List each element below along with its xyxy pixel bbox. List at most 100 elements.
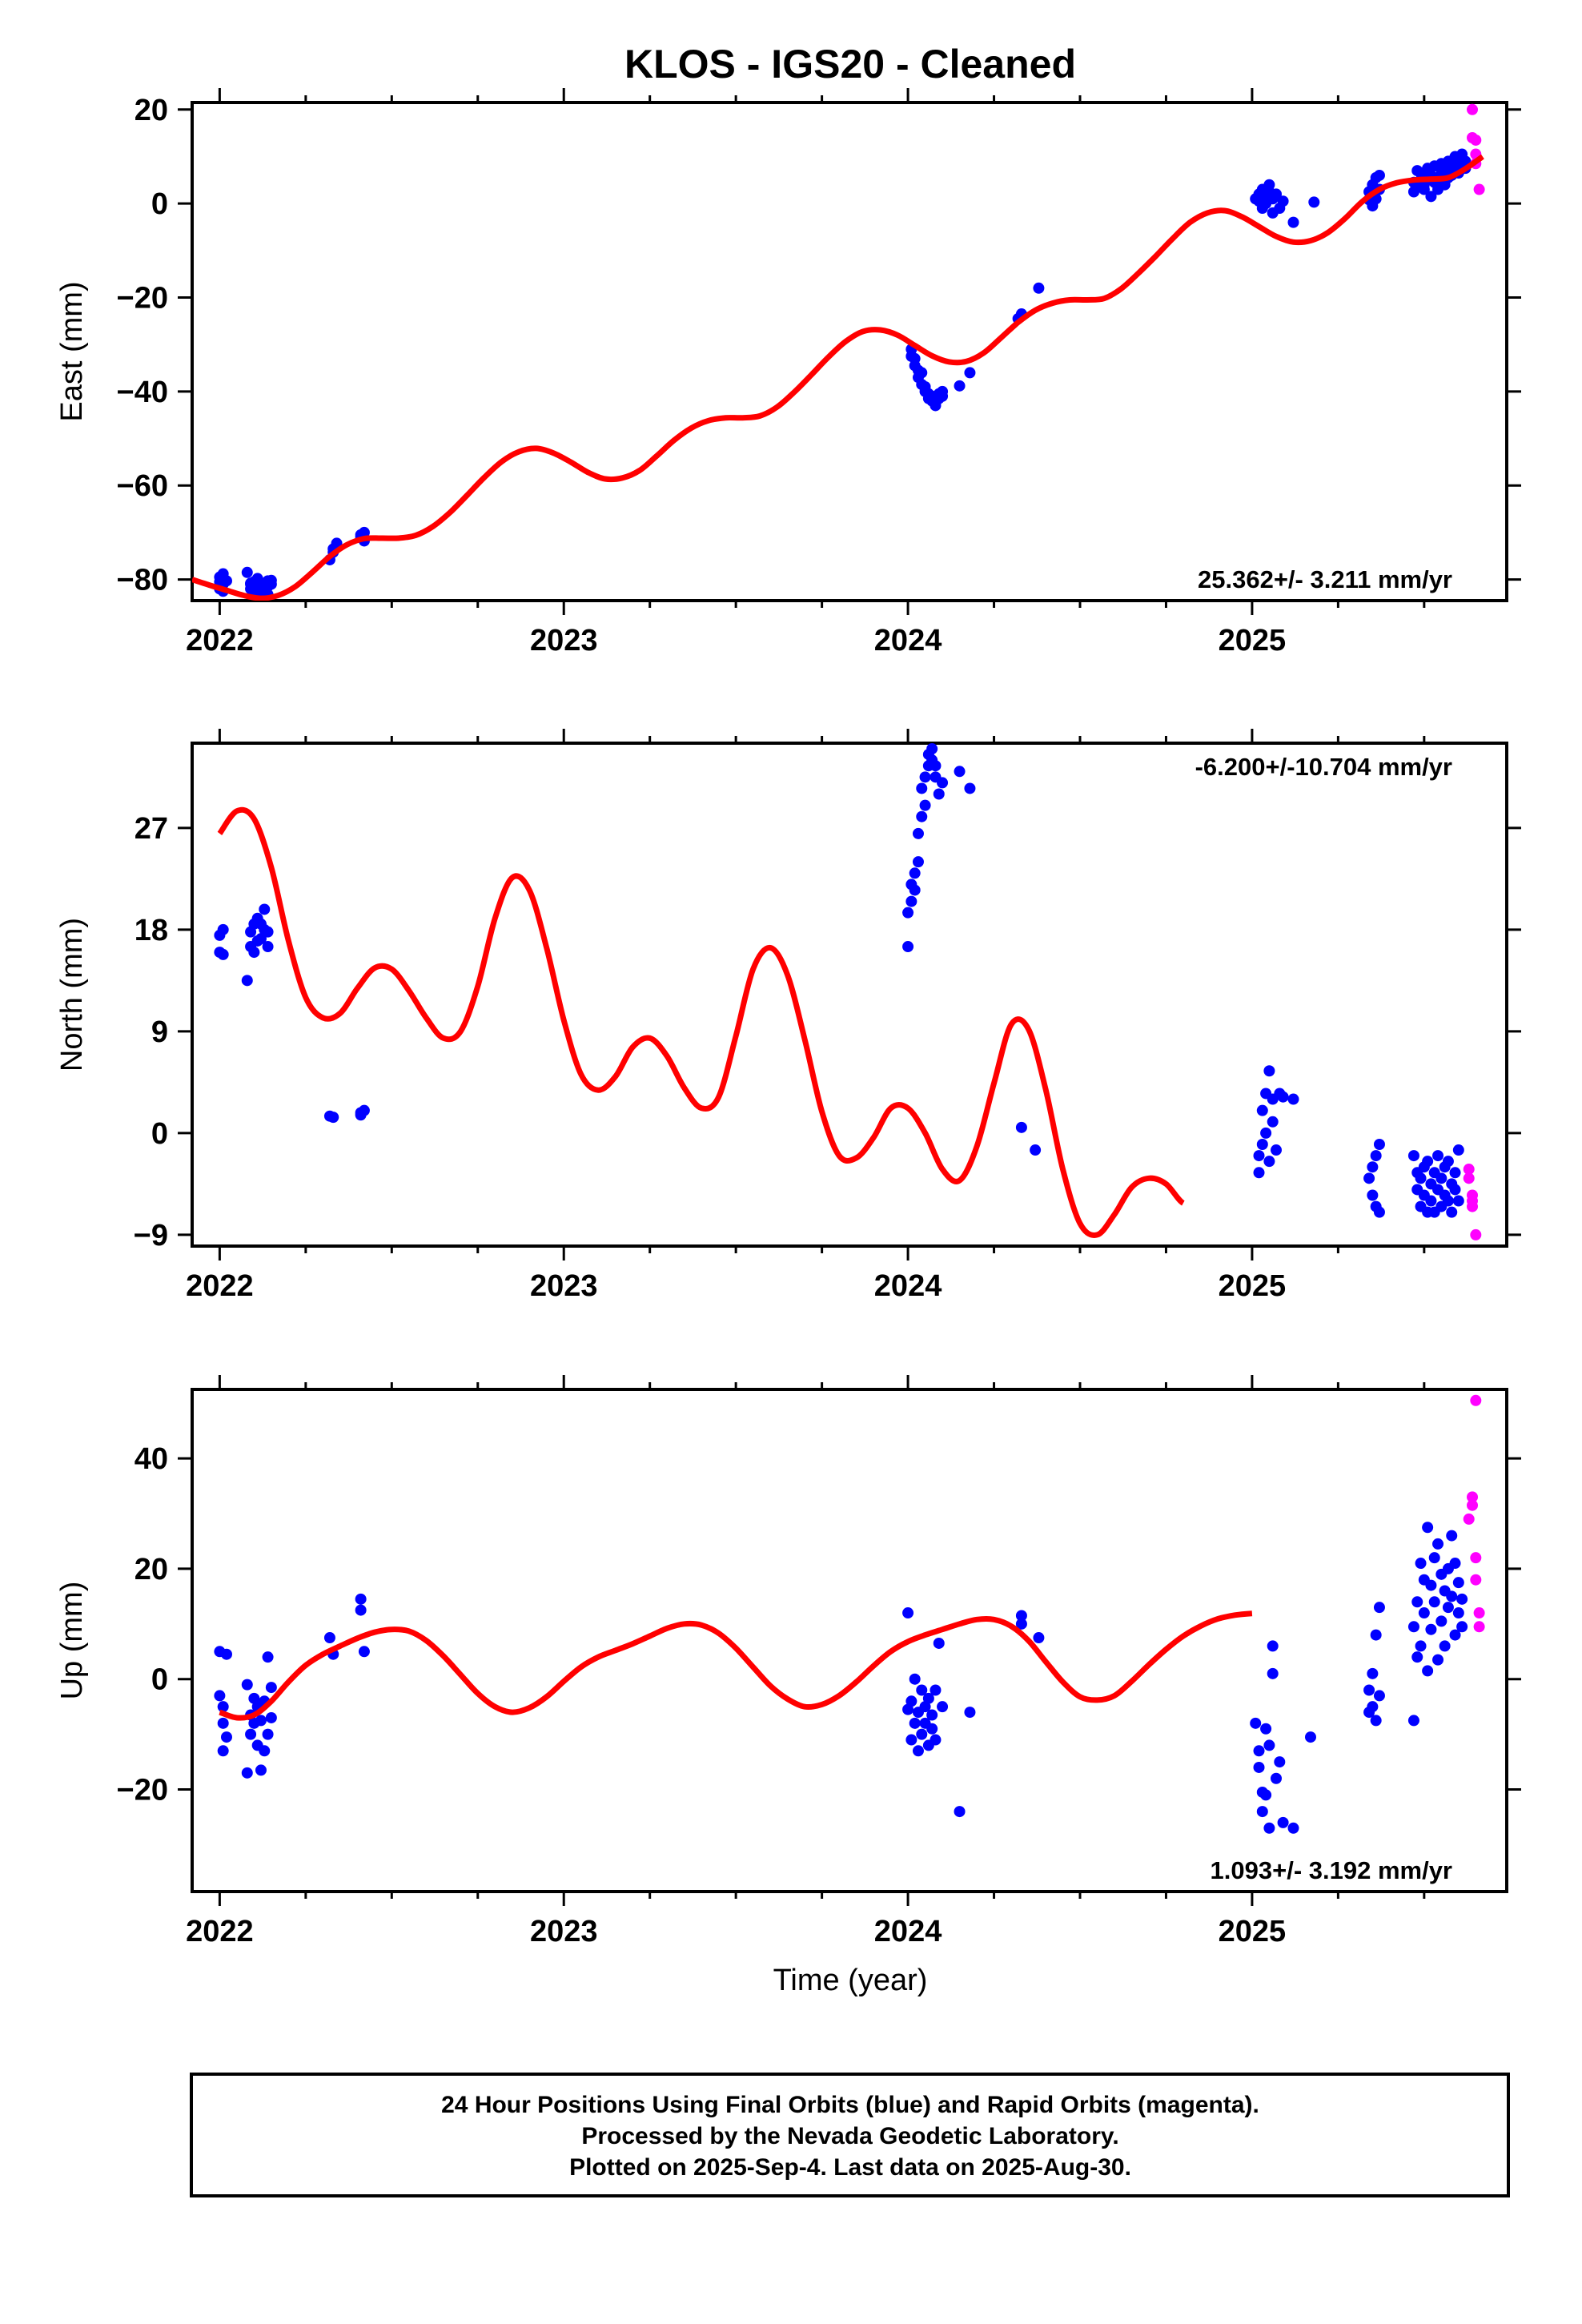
up-final-orbit-point <box>1428 1552 1440 1564</box>
up-panel: 2022 2023 2024 2025 −20 0 20 40 Up (mm) 1.093+/- … <box>55 1375 1521 1948</box>
north-x-tick-label: 2024 <box>874 1269 942 1303</box>
up-final-orbit-point <box>1425 1623 1437 1635</box>
up-final-orbit-point <box>1373 1690 1385 1702</box>
east-x-tick-label: 2024 <box>874 624 942 657</box>
east-y-tick-label: −40 <box>117 376 168 409</box>
up-final-orbit-point <box>954 1806 966 1818</box>
figure-title: KLOS - IGS20 - Cleaned <box>624 42 1076 86</box>
up-final-orbit-point <box>1367 1701 1379 1713</box>
up-y-tick-label: 40 <box>135 1442 168 1476</box>
north-final-orbit-point <box>358 1104 370 1116</box>
up-final-orbit-point <box>1015 1610 1027 1622</box>
north-final-orbit-point <box>933 788 945 800</box>
north-final-orbit-point <box>1432 1150 1444 1162</box>
up-final-orbit-point <box>1418 1607 1430 1619</box>
up-plot-frame <box>191 1388 1508 1893</box>
up-final-orbit-point <box>1415 1640 1427 1652</box>
up-final-orbit-point <box>964 1707 976 1719</box>
north-final-orbit-point <box>905 895 917 907</box>
north-final-orbit-point <box>912 827 924 839</box>
up-rapid-orbit-point <box>1463 1513 1475 1525</box>
up-final-orbit-point <box>355 1593 367 1605</box>
up-final-orbit-point <box>1407 1621 1419 1633</box>
north-rapid-orbit-point <box>1463 1164 1475 1176</box>
east-y-axis-label: East (mm) <box>55 281 89 421</box>
north-final-orbit-point <box>262 926 274 938</box>
x-axis-label: Time (year) <box>773 1964 928 1997</box>
east-final-orbit-point <box>358 526 370 538</box>
up-final-orbit-point <box>1260 1789 1272 1801</box>
north-final-orbit-point <box>1452 1195 1464 1207</box>
north-final-orbit-point <box>937 777 949 789</box>
up-final-orbit-point <box>1277 1816 1289 1828</box>
north-final-orbit-point <box>248 947 260 959</box>
up-final-orbit-point <box>1287 1822 1299 1834</box>
up-final-orbit-point <box>1456 1593 1468 1605</box>
north-final-orbit-point <box>255 933 267 945</box>
north-final-orbit-point <box>902 941 914 953</box>
up-final-orbit-point <box>1415 1558 1427 1570</box>
up-final-orbit-point <box>905 1734 917 1746</box>
up-final-orbit-point <box>1267 1667 1279 1679</box>
up-final-orbit-point <box>1422 1522 1434 1534</box>
up-final-orbit-point <box>930 1734 942 1746</box>
north-final-orbit-point <box>1260 1127 1272 1139</box>
north-final-orbit-point <box>217 948 229 960</box>
up-velocity-label: 1.093+/- 3.192 mm/yr <box>1211 1856 1452 1884</box>
up-final-orbit-point <box>1267 1640 1279 1652</box>
up-final-orbit-point <box>1253 1761 1265 1773</box>
up-final-orbit-point <box>1367 1667 1379 1679</box>
up-final-orbit-point <box>262 1651 274 1663</box>
north-final-orbit-point <box>1452 1144 1464 1156</box>
up-final-orbit-point <box>255 1764 267 1776</box>
up-y-tick-label: −20 <box>117 1774 168 1807</box>
north-final-orbit-point <box>1407 1150 1419 1162</box>
north-y-tick-label: 18 <box>135 914 168 947</box>
up-rapid-orbit-point <box>1467 1491 1479 1503</box>
north-final-orbit-point <box>909 884 921 896</box>
north-y-tick-label: 0 <box>151 1117 168 1151</box>
up-final-orbit-point <box>1428 1596 1440 1608</box>
north-final-orbit-point <box>217 923 229 935</box>
north-final-orbit-point <box>930 760 942 772</box>
north-final-orbit-point <box>1277 1091 1289 1103</box>
up-final-orbit-point <box>1256 1806 1268 1818</box>
east-rapid-orbit-point <box>1473 183 1485 195</box>
east-x-tick-label: 2023 <box>530 624 598 657</box>
east-final-orbit-point <box>1033 282 1045 294</box>
east-y-tick-label: 0 <box>151 187 168 221</box>
east-final-orbit-point <box>1277 195 1289 207</box>
up-final-orbit-point <box>909 1673 921 1685</box>
north-final-orbit-point <box>1446 1206 1458 1218</box>
up-final-orbit-point <box>217 1701 229 1713</box>
north-x-tick-label: 2025 <box>1219 1269 1287 1303</box>
north-final-orbit-point <box>1373 1206 1385 1218</box>
north-final-orbit-point <box>259 903 271 915</box>
up-final-orbit-point <box>909 1717 921 1729</box>
up-final-orbit-point <box>1370 1715 1382 1727</box>
up-final-orbit-point <box>323 1632 335 1644</box>
east-final-orbit-point <box>937 385 949 397</box>
east-y-tick-label: −20 <box>117 282 168 316</box>
east-final-orbit-point <box>1287 216 1299 228</box>
east-x-tick-label: 2022 <box>186 624 254 657</box>
up-final-orbit-point <box>916 1728 928 1740</box>
up-final-orbit-point <box>1260 1723 1272 1735</box>
north-final-orbit-point <box>916 782 928 794</box>
north-final-orbit-point <box>919 799 931 811</box>
north-plot-frame <box>191 742 1508 1248</box>
north-final-orbit-point <box>1256 1138 1268 1150</box>
east-plot-frame <box>191 101 1508 602</box>
up-final-orbit-point <box>358 1646 370 1658</box>
footer-line-3: Plotted on 2025-Sep-4. Last data on 2025… <box>569 2154 1131 2181</box>
east-final-orbit-point <box>1418 183 1430 195</box>
up-final-orbit-point <box>1263 1822 1275 1834</box>
north-final-orbit-point <box>1422 1156 1434 1168</box>
east-y-tick-label: 20 <box>135 94 168 127</box>
up-final-orbit-point <box>214 1690 226 1702</box>
up-final-orbit-point <box>241 1767 253 1779</box>
east-final-orbit-point <box>1308 196 1320 208</box>
up-final-orbit-point <box>245 1728 257 1740</box>
up-final-orbit-point <box>1363 1684 1375 1696</box>
east-y-tick-label: −60 <box>117 469 168 503</box>
